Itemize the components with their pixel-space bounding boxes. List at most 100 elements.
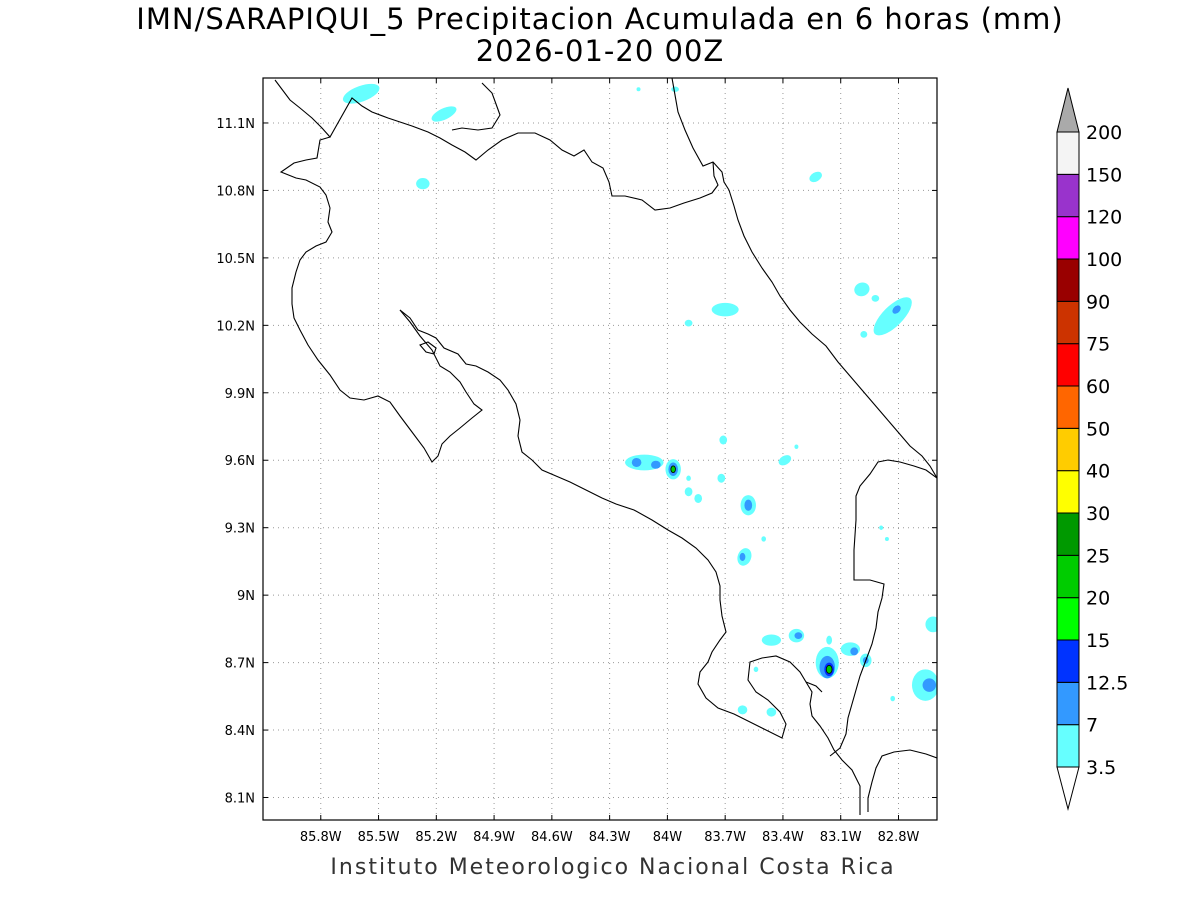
precip-cell — [879, 525, 884, 530]
colorbar-swatch — [1056, 343, 1080, 387]
precip-cell — [884, 536, 889, 541]
nicaragua-caribbean-coast — [671, 78, 730, 191]
lon-tick-label: 85.8W — [300, 830, 342, 845]
precip-cell — [890, 695, 896, 702]
lon-tick-label: 83.1W — [820, 830, 862, 845]
footer-institution: Instituto Meteorologico Nacional Costa R… — [330, 855, 896, 880]
precip-cell — [753, 666, 759, 673]
colorbar-label: 200 — [1086, 122, 1122, 144]
colorbar-label: 100 — [1086, 249, 1122, 271]
chira-island — [419, 341, 437, 355]
colorbar-label: 150 — [1086, 164, 1122, 186]
colorbar-swatch — [1056, 385, 1080, 429]
lon-tick-label: 84.9W — [473, 830, 515, 845]
lat-tick-label: 9.9N — [225, 387, 255, 402]
lat-tick-label: 10.8N — [216, 184, 255, 199]
plot-area — [263, 78, 937, 820]
colorbar-label: 120 — [1086, 207, 1122, 229]
lon-tick-label: 82.8W — [878, 830, 920, 845]
colorbar-swatch — [1056, 470, 1080, 514]
latitude-axis: 8.1N 8.4N 8.7N 9N 9.3N 9.6N 9.9N 10.2N 10.5N 10.8… — [216, 117, 937, 807]
lon-tick-label: 83.7W — [704, 830, 746, 845]
precip-cell — [850, 647, 859, 656]
precip-cell — [686, 475, 691, 481]
precip-cell — [636, 87, 641, 92]
longitude-axis: 85.8W 85.5W 85.2W 84.9W 84.6W 84.3W 84W 83.7W 83… — [300, 78, 920, 845]
lat-tick-label: 11.1N — [216, 117, 255, 132]
precip-cell — [892, 305, 901, 314]
precip-cell — [794, 632, 803, 639]
nicaragua-lake-shore — [451, 82, 501, 131]
colorbar-label: 75 — [1086, 334, 1110, 356]
colorbar-upper-arrow — [1056, 87, 1080, 133]
precip-cell — [860, 330, 868, 338]
caribbean-coast-costa-rica — [728, 189, 937, 479]
colorbar-lower-arrow — [1056, 766, 1080, 811]
precip-cell — [761, 536, 766, 542]
pacific-coast-guanacaste — [279, 136, 483, 463]
colorbar-swatch — [1056, 300, 1080, 345]
colorbar-label: 40 — [1086, 461, 1110, 483]
colorbar-label: 20 — [1086, 588, 1110, 610]
precip-cell — [871, 294, 880, 302]
precip-cell — [778, 455, 792, 466]
colorbar-swatch — [1056, 216, 1080, 260]
lat-tick-label: 9.3N — [225, 522, 255, 537]
colorbar-label: 90 — [1086, 291, 1110, 313]
colorbar-label: 12.5 — [1086, 672, 1128, 694]
map-subtitle-datetime: 2026-01-20 00Z — [475, 34, 725, 68]
precip-cell — [737, 705, 748, 715]
precip-cell — [744, 499, 753, 511]
colorbar-label: 3.5 — [1086, 757, 1116, 779]
precip-cell — [873, 297, 912, 336]
precip-cell — [717, 473, 726, 483]
golfo-dulce-shore — [805, 681, 823, 693]
precip-cell — [670, 465, 676, 474]
coastline-borders — [274, 78, 937, 815]
precip-cell — [671, 86, 679, 92]
precip-cell — [794, 444, 799, 450]
precip-cell — [651, 460, 661, 469]
lat-tick-label: 8.4N — [225, 724, 255, 739]
colorbar-label: 7 — [1086, 715, 1098, 737]
precip-cell — [684, 319, 693, 327]
precip-cell — [416, 178, 430, 190]
lat-tick-label: 10.5N — [216, 252, 255, 267]
colorbar-legend: 3.5 7 12.5 15 20 25 30 40 50 60 75 90 100 120 150 200 — [1056, 87, 1128, 811]
colorbar-swatch — [1056, 681, 1080, 726]
graticule-grid — [263, 78, 937, 820]
precip-cell — [684, 487, 693, 497]
colorbar-swatch — [1056, 597, 1080, 641]
precip-cell — [631, 457, 642, 467]
precip-cell — [694, 493, 703, 503]
border-costa-rica-nicaragua — [274, 79, 719, 211]
lat-tick-label: 9.6N — [225, 454, 255, 469]
map-title: IMN/SARAPIQUI_5 Precipitacion Acumulada … — [136, 2, 1064, 36]
colorbar-swatch — [1056, 512, 1080, 556]
colorbar-swatch — [1056, 131, 1080, 175]
precip-cell — [711, 302, 739, 317]
precip-cell — [854, 282, 870, 297]
colorbar-label: 50 — [1086, 418, 1110, 440]
precip-cell — [925, 616, 937, 633]
border-costa-rica-panama — [829, 459, 937, 757]
lon-tick-label: 83.4W — [762, 830, 804, 845]
colorbar-label: 30 — [1086, 503, 1110, 525]
colorbar-swatch — [1056, 427, 1080, 472]
precip-cell — [922, 678, 937, 692]
colorbar-swatch — [1056, 554, 1080, 599]
lon-tick-label: 84.3W — [589, 830, 631, 845]
lat-tick-label: 10.2N — [216, 319, 255, 334]
precipitation-cells — [342, 83, 937, 717]
lat-tick-label: 9N — [237, 589, 255, 604]
plot-frame — [262, 77, 938, 821]
precip-cell — [766, 707, 777, 717]
precip-cell — [826, 635, 833, 645]
colorbar-swatch — [1056, 724, 1080, 768]
lon-tick-label: 85.5W — [358, 830, 400, 845]
precip-cell — [809, 171, 822, 183]
lon-tick-label: 84W — [653, 830, 683, 845]
precip-cell — [825, 664, 833, 674]
precip-cell — [431, 106, 457, 122]
colorbar-swatch — [1056, 173, 1080, 218]
